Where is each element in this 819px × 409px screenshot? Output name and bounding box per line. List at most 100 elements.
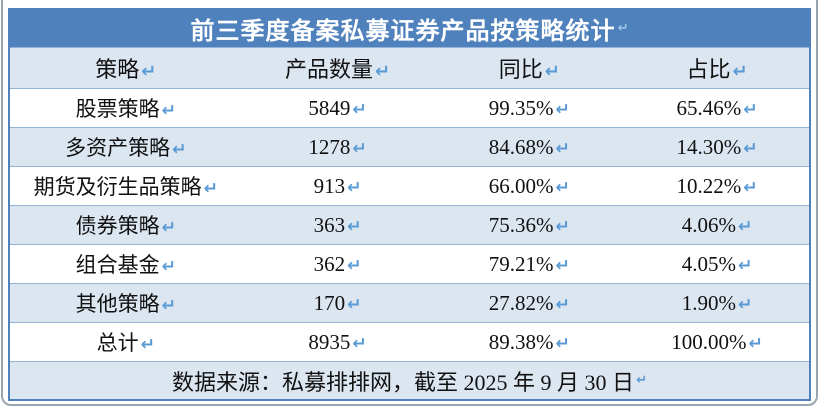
strategy-cell: 债券策略 ↵	[10, 210, 242, 240]
yoy-cell: 66.00% ↵	[433, 174, 625, 199]
count-value: 363	[313, 212, 346, 237]
paragraph-return-icon: ↵	[743, 99, 758, 120]
paragraph-return-icon: ↵	[555, 177, 570, 198]
paragraph-return-icon: ↵	[161, 101, 177, 121]
yoy-value: 79.21%	[488, 251, 554, 276]
paragraph-return-icon: ↵	[555, 333, 570, 354]
paragraph-return-icon: ↵	[555, 216, 570, 237]
paragraph-return-icon: ↵	[347, 177, 362, 198]
count-value: 170	[313, 290, 346, 315]
share-value: 4.05%	[681, 251, 736, 276]
table-source-row: 数据来源：私募排排网，截至 2025 年 9 月 30 日 ↵	[10, 361, 809, 399]
count-value: 913	[313, 173, 346, 198]
strategy-value: 多资产策略	[65, 136, 171, 160]
share-cell: 1.90% ↵	[625, 291, 809, 316]
count-cell: 363 ↵	[242, 213, 434, 238]
table-row-stock-strategy: 股票策略 ↵ 5849 ↵ 99.35% ↵ 65.46% ↵	[10, 88, 809, 127]
count-cell: 8935 ↵	[242, 330, 434, 355]
share-value: 1.90%	[681, 290, 736, 315]
share-cell: 4.06% ↵	[625, 213, 809, 238]
share-value: 10.22%	[676, 173, 742, 198]
paragraph-return-icon: ↵	[743, 138, 758, 159]
strategy-value: 其他策略	[75, 292, 160, 316]
paragraph-return-icon: ↵	[347, 216, 362, 237]
yoy-value: 75.36%	[488, 212, 554, 237]
paragraph-return-icon: ↵	[738, 255, 753, 276]
table-title-row: 前三季度备案私募证券产品按策略统计 ↵	[10, 10, 809, 47]
paragraph-return-icon: ↵	[375, 61, 391, 82]
paragraph-return-icon: ↵	[738, 294, 753, 315]
column-header-label: 占比	[686, 57, 731, 82]
strategy-value: 组合基金	[75, 253, 160, 277]
paragraph-return-icon: ↵	[555, 138, 570, 159]
share-cell: 14.30% ↵	[625, 135, 809, 160]
table-row-futures-derivatives-strategy: 期货及衍生品策略 ↵ 913 ↵ 66.00% ↵ 10.22% ↵	[10, 166, 809, 205]
yoy-cell: 89.38% ↵	[433, 330, 625, 355]
count-value: 5849	[308, 95, 351, 120]
yoy-value: 66.00%	[488, 173, 554, 198]
count-cell: 1278 ↵	[242, 135, 434, 160]
column-header-yoy: 同比 ↵	[433, 52, 625, 84]
count-value: 8935	[308, 329, 351, 354]
table-row-multi-asset-strategy: 多资产策略 ↵ 1278 ↵ 84.68% ↵ 14.30% ↵	[10, 127, 809, 166]
yoy-cell: 79.21% ↵	[433, 252, 625, 277]
strategy-cell: 多资产策略 ↵	[10, 132, 242, 162]
share-value: 100.00%	[671, 329, 747, 354]
strategy-cell: 股票策略 ↵	[10, 93, 242, 123]
paragraph-return-icon: ↵	[617, 21, 629, 36]
count-cell: 170 ↵	[242, 291, 434, 316]
table-row-total: 总计 ↵ 8935 ↵ 89.38% ↵ 100.00% ↵	[10, 322, 809, 361]
count-cell: 5849 ↵	[242, 96, 434, 121]
share-value: 14.30%	[676, 134, 742, 159]
strategy-cell: 总计 ↵	[10, 327, 242, 357]
yoy-cell: 99.35% ↵	[433, 96, 625, 121]
yoy-value: 84.68%	[488, 134, 554, 159]
paragraph-return-icon: ↵	[352, 333, 367, 354]
strategy-cell: 其他策略 ↵	[10, 288, 242, 318]
paragraph-return-icon: ↵	[732, 61, 748, 82]
paragraph-return-icon: ↵	[172, 140, 187, 160]
yoy-cell: 84.68% ↵	[433, 135, 625, 160]
table-row-fund-of-funds: 组合基金 ↵ 362 ↵ 79.21% ↵ 4.05% ↵	[10, 244, 809, 283]
column-header-label: 产品数量	[285, 57, 374, 82]
column-header-strategy: 策略 ↵	[10, 52, 242, 84]
paragraph-return-icon: ↵	[347, 294, 362, 315]
share-value: 4.06%	[681, 212, 736, 237]
table-header-row: 策略 ↵ 产品数量 ↵ 同比 ↵ 占比 ↵	[10, 47, 809, 88]
table-row-other-strategy: 其他策略 ↵ 170 ↵ 27.82% ↵ 1.90% ↵	[10, 283, 809, 322]
paragraph-return-icon: ↵	[347, 255, 362, 276]
strategy-stats-table: 前三季度备案私募证券产品按策略统计 ↵ 策略 ↵ 产品数量 ↵ 同比 ↵ 占比 ↵ 股票策…	[8, 8, 811, 401]
strategy-value: 期货及衍生品策略	[33, 175, 202, 199]
yoy-value: 27.82%	[488, 290, 554, 315]
paragraph-return-icon: ↵	[743, 177, 758, 198]
paragraph-return-icon: ↵	[748, 333, 763, 354]
paragraph-return-icon: ↵	[738, 216, 753, 237]
yoy-value: 89.38%	[488, 329, 554, 354]
count-cell: 362 ↵	[242, 252, 434, 277]
paragraph-return-icon: ↵	[352, 138, 367, 159]
paragraph-return-icon: ↵	[141, 61, 157, 82]
yoy-cell: 75.36% ↵	[433, 213, 625, 238]
paragraph-return-icon: ↵	[555, 294, 570, 315]
count-value: 362	[313, 251, 346, 276]
paragraph-return-icon: ↵	[555, 255, 570, 276]
data-source-note: 数据来源：私募排排网，截至 2025 年 9 月 30 日	[172, 369, 635, 395]
share-cell: 65.46% ↵	[625, 96, 809, 121]
paragraph-return-icon: ↵	[203, 179, 219, 199]
strategy-value: 股票策略	[75, 97, 160, 121]
paragraph-return-icon: ↵	[161, 257, 177, 277]
count-value: 1278	[308, 134, 351, 159]
paragraph-return-icon: ↵	[555, 99, 570, 120]
paragraph-return-icon: ↵	[352, 99, 367, 120]
table-row-bond-strategy: 债券策略 ↵ 363 ↵ 75.36% ↵ 4.06% ↵	[10, 205, 809, 244]
column-header-count: 产品数量 ↵	[242, 52, 434, 84]
strategy-cell: 组合基金 ↵	[10, 249, 242, 279]
paragraph-return-icon: ↵	[544, 61, 560, 82]
strategy-value: 总计	[96, 331, 139, 355]
paragraph-return-icon: ↵	[161, 296, 177, 316]
share-cell: 4.05% ↵	[625, 252, 809, 277]
column-header-share: 占比 ↵	[625, 52, 809, 84]
paragraph-return-icon: ↵	[636, 373, 647, 388]
share-value: 65.46%	[676, 95, 742, 120]
column-header-label: 同比	[498, 57, 543, 82]
